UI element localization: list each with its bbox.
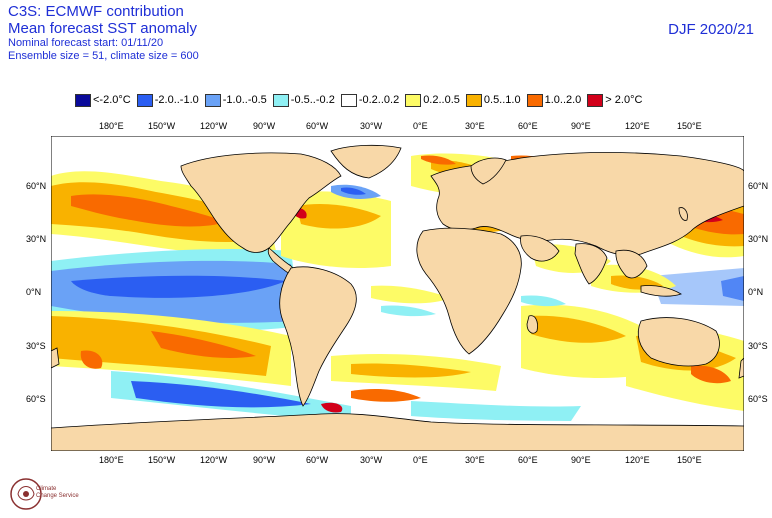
south-pacific-anomalies [51, 311, 291, 386]
legend-swatch [204, 93, 221, 107]
longitude-tick-label: 0°E [413, 121, 428, 131]
legend-item: -0.2..0.2 [340, 93, 400, 107]
longitude-tick-label: 180°E [99, 121, 124, 131]
legend-label: 0.5..1.0 [483, 94, 521, 106]
longitude-tick-label: 90°W [253, 121, 276, 131]
longitude-tick-label: 90°E [571, 455, 591, 465]
latitude-tick-label: 30°S [26, 341, 46, 351]
longitude-tick-label: 120°E [625, 455, 650, 465]
latitude-tick-label: 60°S [26, 394, 46, 404]
legend-label: -1.0..-0.5 [222, 94, 267, 106]
legend-item: 1.0..2.0 [526, 93, 582, 107]
legend-swatch [272, 93, 289, 107]
scandinavia [470, 157, 507, 185]
antarctica [51, 413, 744, 451]
south-america [279, 266, 357, 407]
legend-swatch [405, 93, 422, 107]
longitude-tick-label: 60°E [518, 455, 538, 465]
latitude-tick-label: 0°N [26, 287, 42, 297]
japan [678, 207, 688, 221]
legend-item: -1.0..-0.5 [204, 93, 267, 107]
longitude-tick-label: 60°W [306, 121, 329, 131]
title-block: C3S: ECMWF contribution Mean forecast SS… [8, 3, 199, 63]
latitude-tick-label: 30°N [26, 234, 47, 244]
legend-label: 1.0..2.0 [544, 94, 582, 106]
longitude-tick-label: 30°W [360, 121, 383, 131]
map-svg [51, 136, 744, 451]
legend-swatch [136, 93, 153, 107]
latitude-tick-label: 60°N [26, 181, 47, 191]
legend-swatch [465, 93, 482, 107]
legend-label: -0.5..-0.2 [290, 94, 335, 106]
greenland [330, 144, 402, 179]
longitude-tick-label: 120°W [200, 121, 228, 131]
madagascar [526, 315, 538, 334]
latitude-tick-label: 30°N [748, 234, 769, 244]
longitude-tick-label: 60°E [518, 121, 538, 131]
legend-label: 0.2..0.5 [423, 94, 460, 106]
legend-swatch [340, 93, 357, 107]
africa [416, 227, 522, 355]
longitude-tick-label: 30°E [465, 455, 485, 465]
longitude-tick-label: 150°W [148, 121, 176, 131]
equatorial-pacific-cold-tongue [51, 249, 744, 332]
longitude-tick-label: 120°W [200, 455, 228, 465]
land-masses [51, 144, 744, 451]
color-legend: <-2.0°C -2.0..-1.0 -1.0..-0.5 -0.5..-0.2 -0.… [75, 93, 648, 107]
longitude-tick-label: 150°E [677, 121, 702, 131]
forecast-start: Nominal forecast start: 01/11/20 [8, 37, 164, 49]
legend-label: -0.2..0.2 [358, 94, 400, 106]
legend-swatch [75, 93, 91, 107]
legend-swatch [526, 93, 543, 107]
latitude-tick-label: 60°N [748, 181, 769, 191]
longitude-tick-label: 30°W [360, 455, 383, 465]
legend-label: -2.0..-1.0 [154, 94, 199, 106]
ensemble-size: Ensemble size = 51, climate size = 600 [8, 50, 199, 62]
source-title: C3S: ECMWF contribution [8, 3, 184, 20]
southeast-asia [615, 249, 648, 279]
logo-text: Climate Change Service [36, 486, 79, 500]
logo-text-line1: Climate [36, 486, 57, 492]
latitude-tick-label: 60°S [748, 394, 768, 404]
legend-item: 0.2..0.5 [405, 93, 460, 107]
legend-item: -2.0..-1.0 [136, 93, 199, 107]
new-zealand [738, 357, 744, 379]
latitude-tick-label: 0°N [748, 287, 764, 297]
sst-anomaly-map [51, 136, 744, 451]
southern-ocean-anomalies [111, 371, 581, 421]
longitude-tick-label: 30°E [465, 121, 485, 131]
north-pacific-anomalies [51, 171, 276, 254]
longitude-tick-label: 120°E [625, 121, 650, 131]
legend-item: <-2.0°C [75, 93, 131, 107]
australia [637, 317, 720, 367]
latitude-tick-label: 30°S [748, 341, 768, 351]
longitude-tick-label: 90°E [571, 121, 591, 131]
product-title: Mean forecast SST anomaly [8, 20, 197, 37]
legend-item: 0.5..1.0 [465, 93, 521, 107]
longitude-tick-label: 60°W [306, 455, 329, 465]
new-zealand-west [51, 347, 60, 369]
longitude-tick-label: 90°W [253, 455, 276, 465]
legend-item: -0.5..-0.2 [272, 93, 335, 107]
longitude-tick-label: 180°E [99, 455, 124, 465]
longitude-tick-label: 0°E [413, 455, 428, 465]
arabia [520, 235, 560, 262]
legend-item: > 2.0°C [587, 93, 643, 107]
legend-swatch [587, 93, 604, 107]
copernicus-climate-change-logo [10, 478, 42, 510]
legend-label: <-2.0°C [93, 94, 131, 106]
longitude-tick-label: 150°E [677, 455, 702, 465]
logo-text-line2: Change Service [36, 493, 79, 499]
indonesia [640, 285, 682, 297]
legend-label: > 2.0°C [605, 94, 643, 106]
season-label: DJF 2020/21 [668, 21, 754, 38]
longitude-tick-label: 150°W [148, 455, 176, 465]
india [574, 243, 608, 285]
north-america [180, 152, 342, 253]
